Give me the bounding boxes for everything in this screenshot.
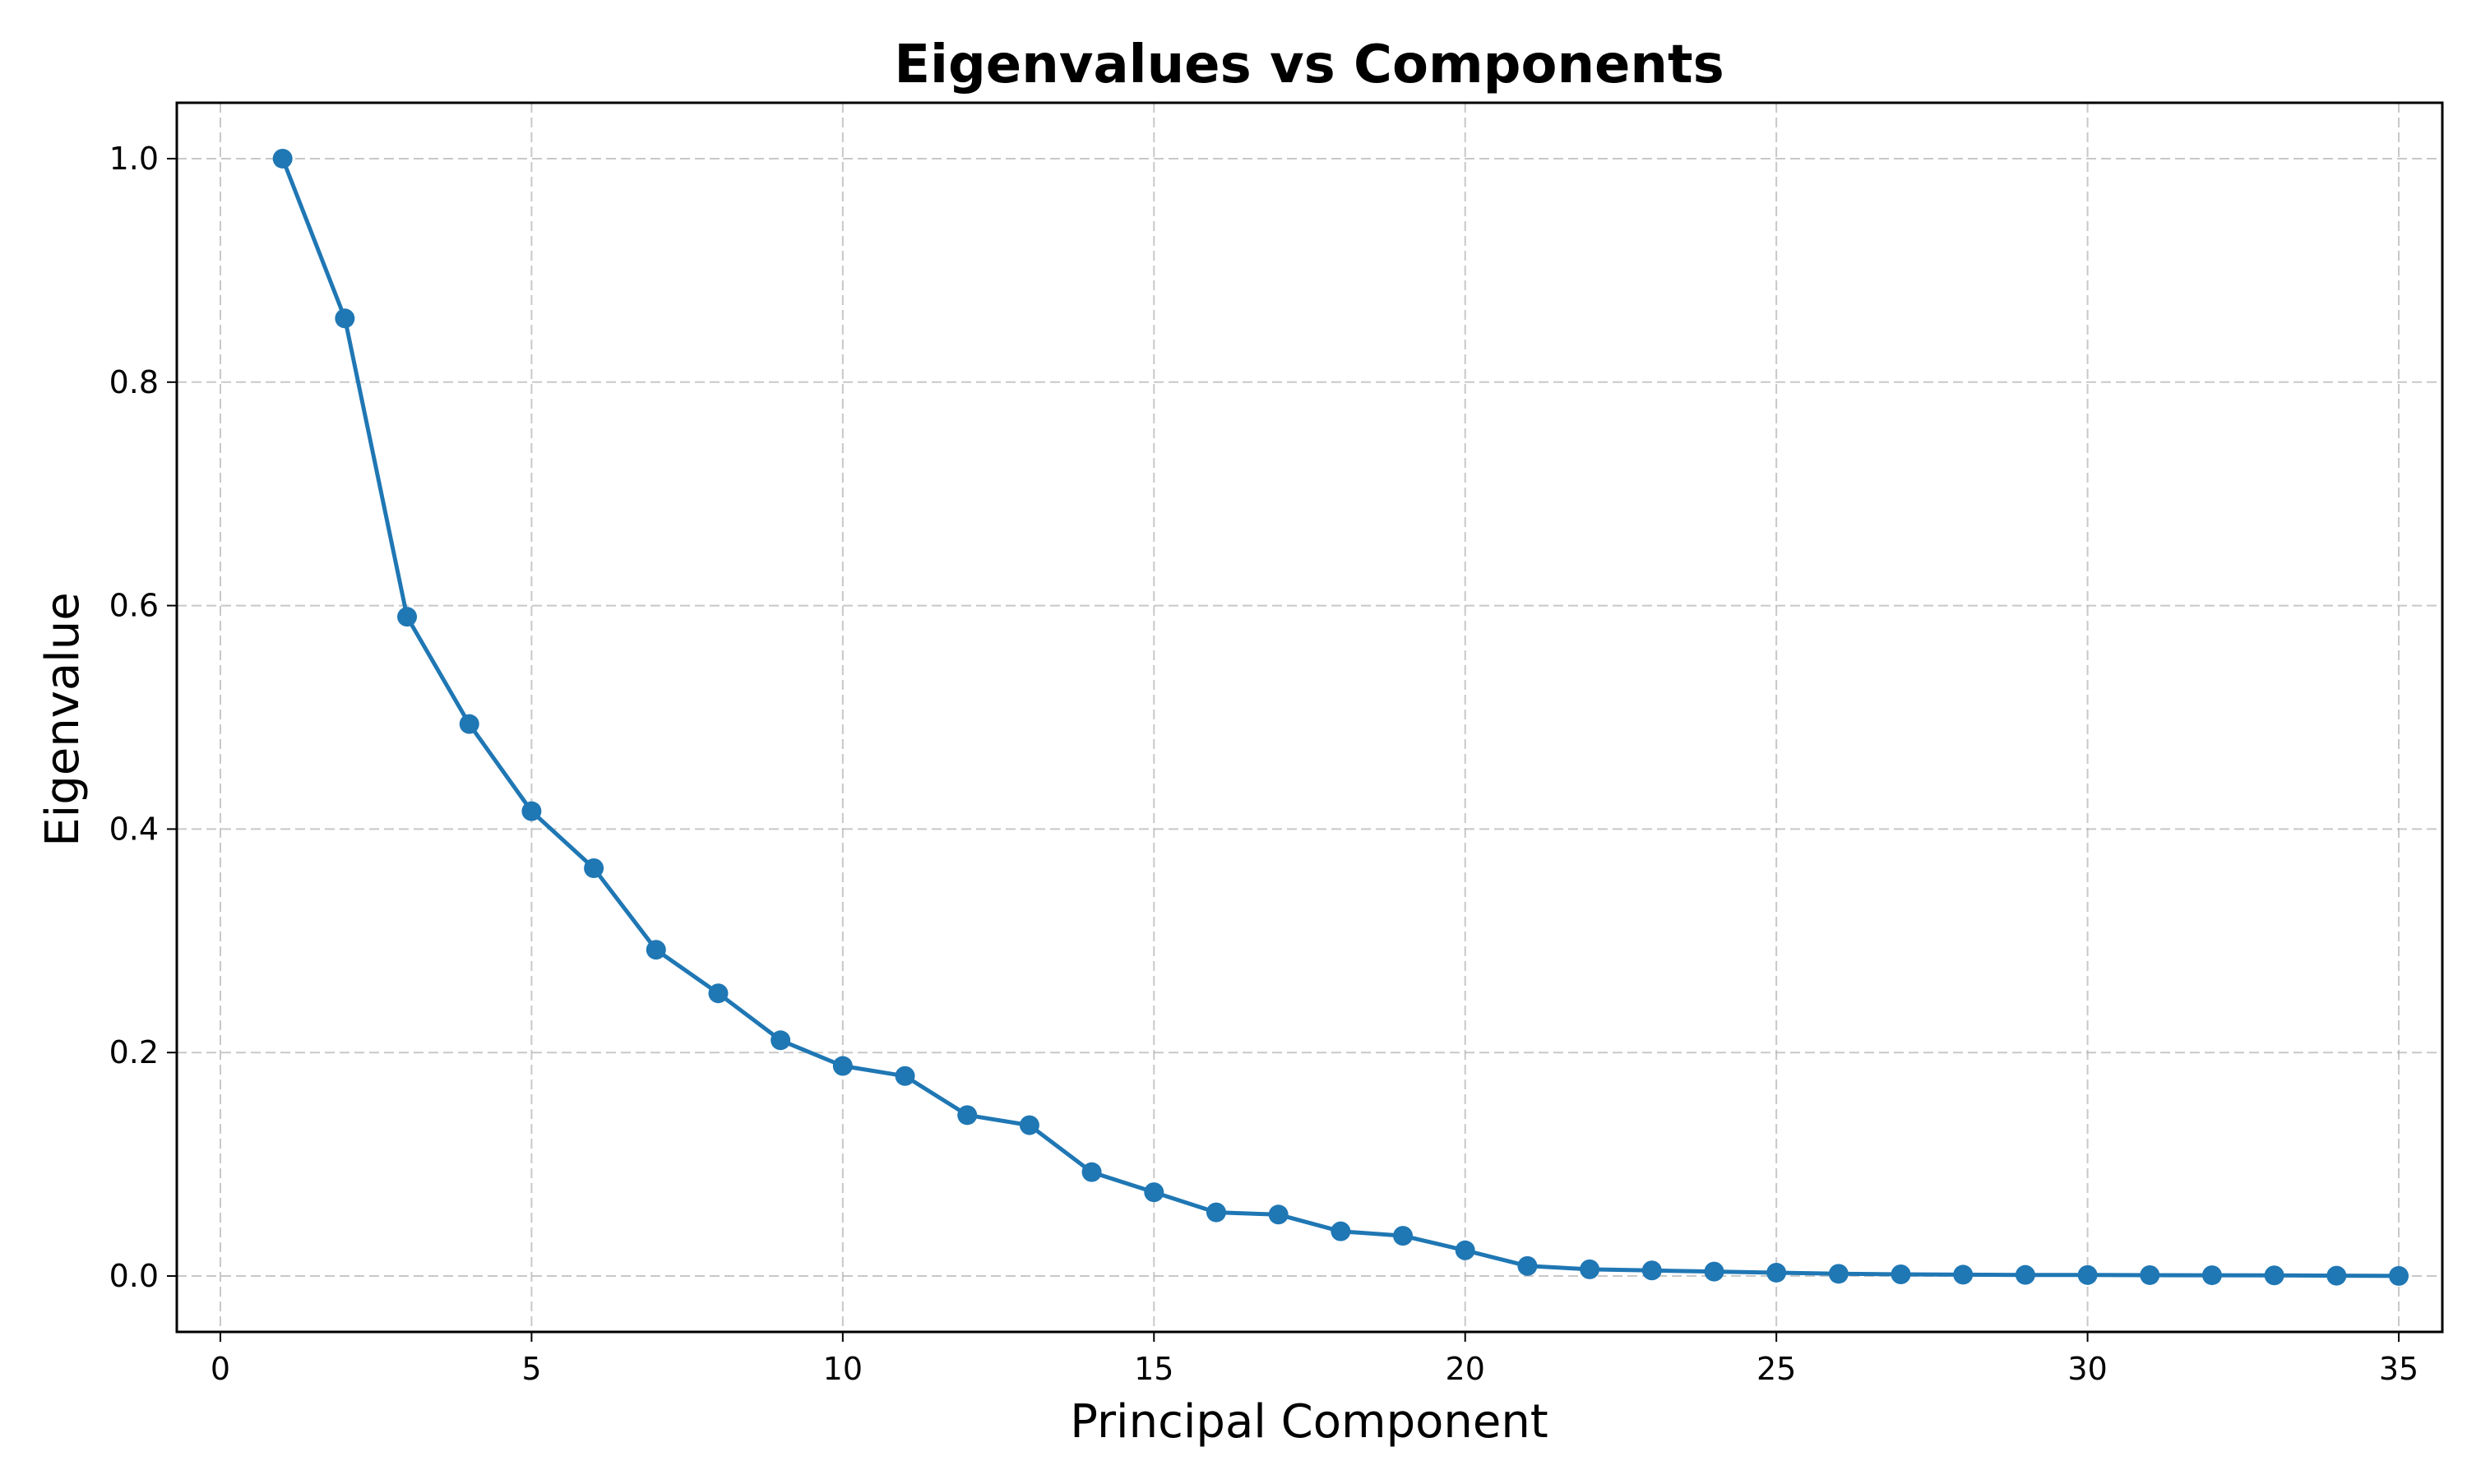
- data-point: [1704, 1261, 1724, 1282]
- x-axis-label: Principal Component: [1070, 1395, 1548, 1449]
- data-point: [1641, 1260, 1662, 1281]
- y-tick-label: 0.6: [109, 588, 159, 624]
- data-point: [1019, 1115, 1039, 1135]
- x-tick-label: 35: [2379, 1351, 2418, 1387]
- data-point: [1144, 1182, 1164, 1203]
- data-point: [2201, 1265, 2222, 1286]
- x-tick-label: 30: [2067, 1351, 2107, 1387]
- x-tick-label: 25: [1757, 1351, 1796, 1387]
- data-point: [2015, 1264, 2035, 1285]
- data-point: [1206, 1202, 1226, 1223]
- chart-title: Eigenvalues vs Components: [894, 35, 1724, 95]
- x-tick-label: 5: [521, 1351, 541, 1387]
- data-point: [2077, 1264, 2098, 1285]
- data-point: [584, 858, 604, 878]
- data-point: [1268, 1204, 1289, 1225]
- y-tick-label: 0.8: [109, 364, 159, 400]
- data-point: [1580, 1259, 1600, 1279]
- y-tick-label: 0.0: [109, 1258, 159, 1294]
- data-point: [2389, 1265, 2409, 1286]
- data-point: [1455, 1240, 1475, 1260]
- data-point: [708, 983, 729, 1004]
- data-point: [1393, 1226, 1414, 1246]
- y-tick-label: 0.4: [109, 811, 159, 847]
- data-point: [1891, 1264, 1911, 1285]
- data-point: [2140, 1264, 2160, 1285]
- data-point: [2326, 1265, 2347, 1286]
- data-point: [646, 940, 666, 960]
- data-point: [957, 1105, 978, 1126]
- series-layer: [272, 148, 2409, 1286]
- y-tick-label: 0.2: [109, 1034, 159, 1070]
- data-point: [1953, 1264, 1974, 1285]
- data-point: [1828, 1264, 1849, 1284]
- x-tick-label: 0: [211, 1351, 230, 1387]
- axis-ticks: 0 5 10 15 20 25 30 35 0.0 0.2 0.4 0.6 0.8 1.0: [109, 141, 2419, 1387]
- y-tick-label: 1.0: [109, 141, 159, 177]
- data-point: [397, 607, 418, 627]
- y-axis-label: Eigenvalue: [36, 592, 90, 846]
- data-point: [771, 1030, 791, 1051]
- data-point: [1517, 1255, 1538, 1276]
- data-point: [459, 714, 479, 734]
- data-point: [895, 1066, 915, 1086]
- data-point: [1766, 1262, 1787, 1283]
- x-tick-label: 15: [1134, 1351, 1173, 1387]
- data-point: [1081, 1162, 1102, 1182]
- plot-frame: [175, 101, 2444, 1334]
- data-point: [832, 1056, 853, 1076]
- data-point: [335, 308, 355, 329]
- data-point: [521, 801, 542, 821]
- x-tick-label: 10: [823, 1351, 863, 1387]
- x-tick-label: 20: [1446, 1351, 1485, 1387]
- data-point: [2264, 1265, 2284, 1286]
- data-point: [272, 148, 293, 169]
- data-point: [1331, 1221, 1351, 1241]
